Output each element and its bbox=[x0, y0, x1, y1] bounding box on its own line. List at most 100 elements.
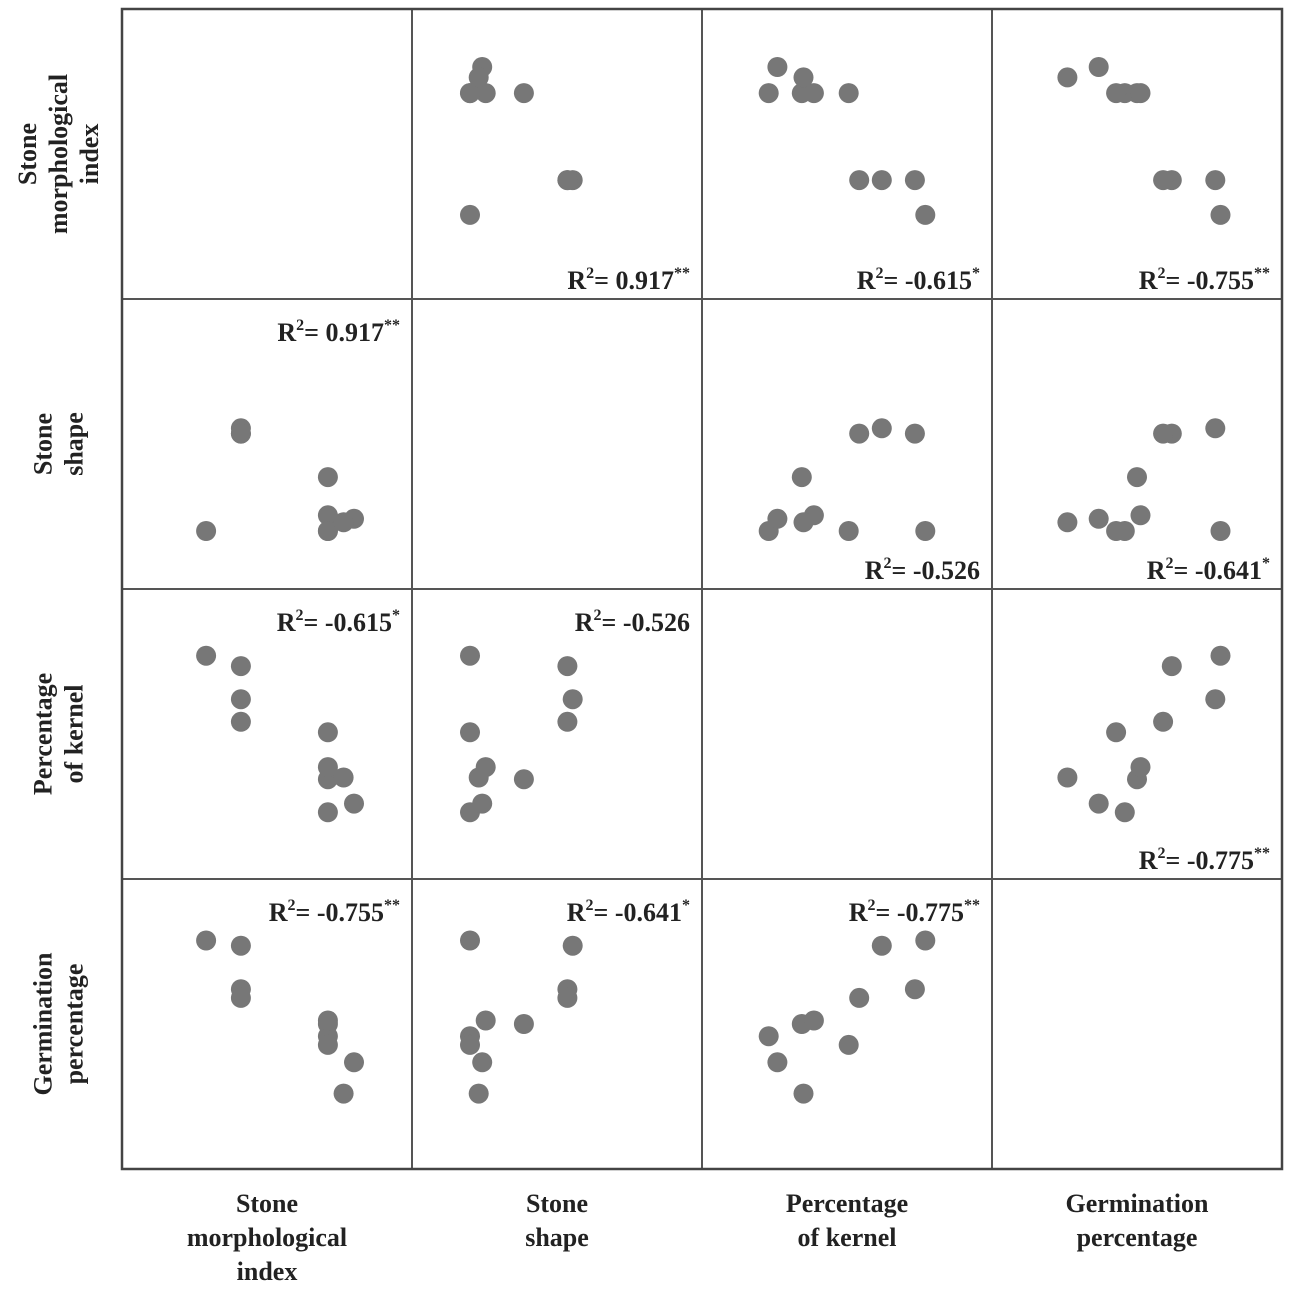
point-ss-gp-1 bbox=[1205, 418, 1226, 439]
point-ss-pk-1 bbox=[871, 418, 892, 439]
point-pk-smi-6 bbox=[317, 757, 338, 778]
point-pk-ss-0 bbox=[460, 645, 480, 666]
point-smi-pk-3 bbox=[849, 170, 870, 191]
point-gp-pk-7 bbox=[838, 1034, 859, 1055]
cell-smi-pk bbox=[701, 8, 993, 300]
point-smi-gp-0 bbox=[1210, 204, 1231, 225]
cell-ss-ss bbox=[411, 298, 703, 590]
cell-smi-ss bbox=[411, 8, 703, 300]
point-gp-smi-8 bbox=[344, 1052, 364, 1073]
col-label-pk-line-1: of kernel bbox=[798, 1223, 897, 1252]
col-label-gp-line-1: percentage bbox=[1077, 1223, 1198, 1252]
col-label-smi-line-1: morphological bbox=[187, 1223, 347, 1252]
point-pk-smi-2 bbox=[230, 656, 251, 677]
row-label-pk-line-0: Percentage bbox=[29, 673, 58, 795]
point-pk-smi-7 bbox=[317, 722, 338, 743]
point-smi-pk-0 bbox=[915, 204, 936, 225]
point-gp-ss-1 bbox=[562, 935, 583, 956]
point-smi-pk-1 bbox=[871, 170, 892, 191]
point-gp-smi-9 bbox=[333, 1083, 354, 1104]
cell-pk-gp bbox=[991, 588, 1283, 880]
point-pk-ss-4 bbox=[513, 769, 534, 790]
row-label-ss-line-0: Stone bbox=[29, 413, 58, 475]
point-pk-gp-6 bbox=[1130, 757, 1151, 778]
cell-grid bbox=[120, 7, 1284, 1171]
r-squared-label-ss-gp: R2= -0.641* bbox=[1147, 555, 1270, 585]
cell-pk-pk bbox=[701, 588, 993, 880]
cell-smi-smi bbox=[121, 8, 413, 300]
point-smi-pk-9 bbox=[793, 67, 814, 88]
point-pk-gp-0 bbox=[1210, 645, 1231, 666]
point-pk-gp-3 bbox=[1153, 711, 1174, 732]
point-smi-ss-4 bbox=[513, 83, 534, 104]
cell-ss-pk bbox=[701, 298, 993, 590]
point-smi-pk-8 bbox=[767, 57, 788, 77]
point-pk-smi-8 bbox=[344, 793, 364, 814]
point-gp-ss-8 bbox=[472, 1052, 493, 1073]
col-label-pk-line-0: Percentage bbox=[786, 1189, 908, 1218]
r-squared-label-pk-smi: R2= -0.615* bbox=[277, 607, 400, 637]
r-squared-label-pk-gp: R2= -0.775** bbox=[1139, 845, 1270, 875]
point-pk-smi-5 bbox=[317, 802, 338, 823]
point-ss-smi-9 bbox=[333, 512, 354, 533]
point-ss-pk-2 bbox=[904, 423, 925, 444]
point-smi-ss-3 bbox=[557, 170, 578, 191]
point-gp-smi-7 bbox=[317, 1034, 338, 1055]
point-pk-ss-9 bbox=[468, 767, 489, 788]
cell-ss-gp bbox=[991, 298, 1283, 590]
point-pk-smi-3 bbox=[230, 711, 251, 732]
point-pk-gp-5 bbox=[1114, 802, 1135, 823]
point-smi-gp-6 bbox=[1130, 83, 1151, 104]
point-gp-pk-6 bbox=[803, 1010, 824, 1031]
point-ss-gp-3 bbox=[1153, 423, 1174, 444]
point-gp-ss-9 bbox=[468, 1083, 489, 1104]
point-gp-ss-7 bbox=[460, 1034, 480, 1055]
point-ss-pk-8 bbox=[767, 508, 788, 529]
point-gp-smi-6 bbox=[317, 1010, 338, 1031]
scatter-points bbox=[196, 57, 1231, 1104]
point-ss-pk-4 bbox=[791, 467, 812, 488]
point-pk-ss-3 bbox=[557, 711, 578, 732]
point-smi-ss-9 bbox=[468, 67, 489, 88]
point-gp-ss-4 bbox=[513, 1014, 534, 1034]
point-ss-gp-9 bbox=[1057, 512, 1078, 533]
r-squared-label-ss-pk: R2= -0.526 bbox=[865, 555, 980, 585]
point-pk-gp-9 bbox=[1057, 767, 1078, 788]
point-smi-pk-7 bbox=[838, 83, 859, 104]
point-gp-ss-0 bbox=[460, 930, 480, 951]
r-squared-label-smi-pk: R2= -0.615* bbox=[857, 265, 980, 295]
cell-smi-gp bbox=[991, 8, 1283, 300]
point-gp-pk-2 bbox=[904, 979, 925, 1000]
r-squared-label-smi-gp: R2= -0.755** bbox=[1139, 265, 1270, 295]
point-ss-smi-6 bbox=[317, 505, 338, 526]
point-ss-smi-0 bbox=[196, 521, 217, 541]
r-squared-label-gp-ss: R2= -0.641* bbox=[567, 897, 690, 927]
point-gp-pk-9 bbox=[793, 1083, 814, 1104]
point-smi-gp-7 bbox=[1106, 83, 1127, 104]
point-pk-gp-2 bbox=[1161, 656, 1182, 677]
row-label-ss-line-1: shape bbox=[60, 412, 89, 476]
point-gp-pk-0 bbox=[915, 930, 936, 951]
point-pk-smi-9 bbox=[333, 767, 354, 788]
point-ss-smi-7 bbox=[317, 521, 338, 541]
point-ss-pk-3 bbox=[849, 423, 870, 444]
point-ss-smi-4 bbox=[317, 467, 338, 488]
point-smi-ss-6 bbox=[475, 83, 496, 104]
point-pk-smi-0 bbox=[196, 645, 217, 666]
point-gp-pk-3 bbox=[849, 987, 870, 1008]
col-label-ss-line-0: Stone bbox=[526, 1189, 588, 1218]
point-smi-pk-6 bbox=[803, 83, 824, 104]
row-label-smi-line-0: Stone bbox=[13, 123, 42, 185]
r-squared-label-gp-smi: R2= -0.755** bbox=[269, 897, 400, 927]
point-pk-gp-1 bbox=[1205, 689, 1226, 710]
row-label-pk-line-1: of kernel bbox=[60, 685, 89, 784]
point-pk-ss-8 bbox=[472, 793, 493, 814]
row-label-smi-line-2: index bbox=[75, 124, 104, 185]
point-smi-gp-9 bbox=[1057, 67, 1078, 88]
point-ss-pk-7 bbox=[838, 521, 859, 541]
point-pk-ss-7 bbox=[460, 722, 480, 743]
point-gp-ss-3 bbox=[557, 987, 578, 1008]
point-gp-ss-6 bbox=[475, 1010, 496, 1031]
